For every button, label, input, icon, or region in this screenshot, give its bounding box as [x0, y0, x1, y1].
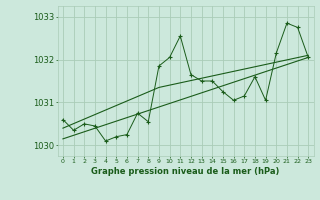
X-axis label: Graphe pression niveau de la mer (hPa): Graphe pression niveau de la mer (hPa): [92, 167, 280, 176]
